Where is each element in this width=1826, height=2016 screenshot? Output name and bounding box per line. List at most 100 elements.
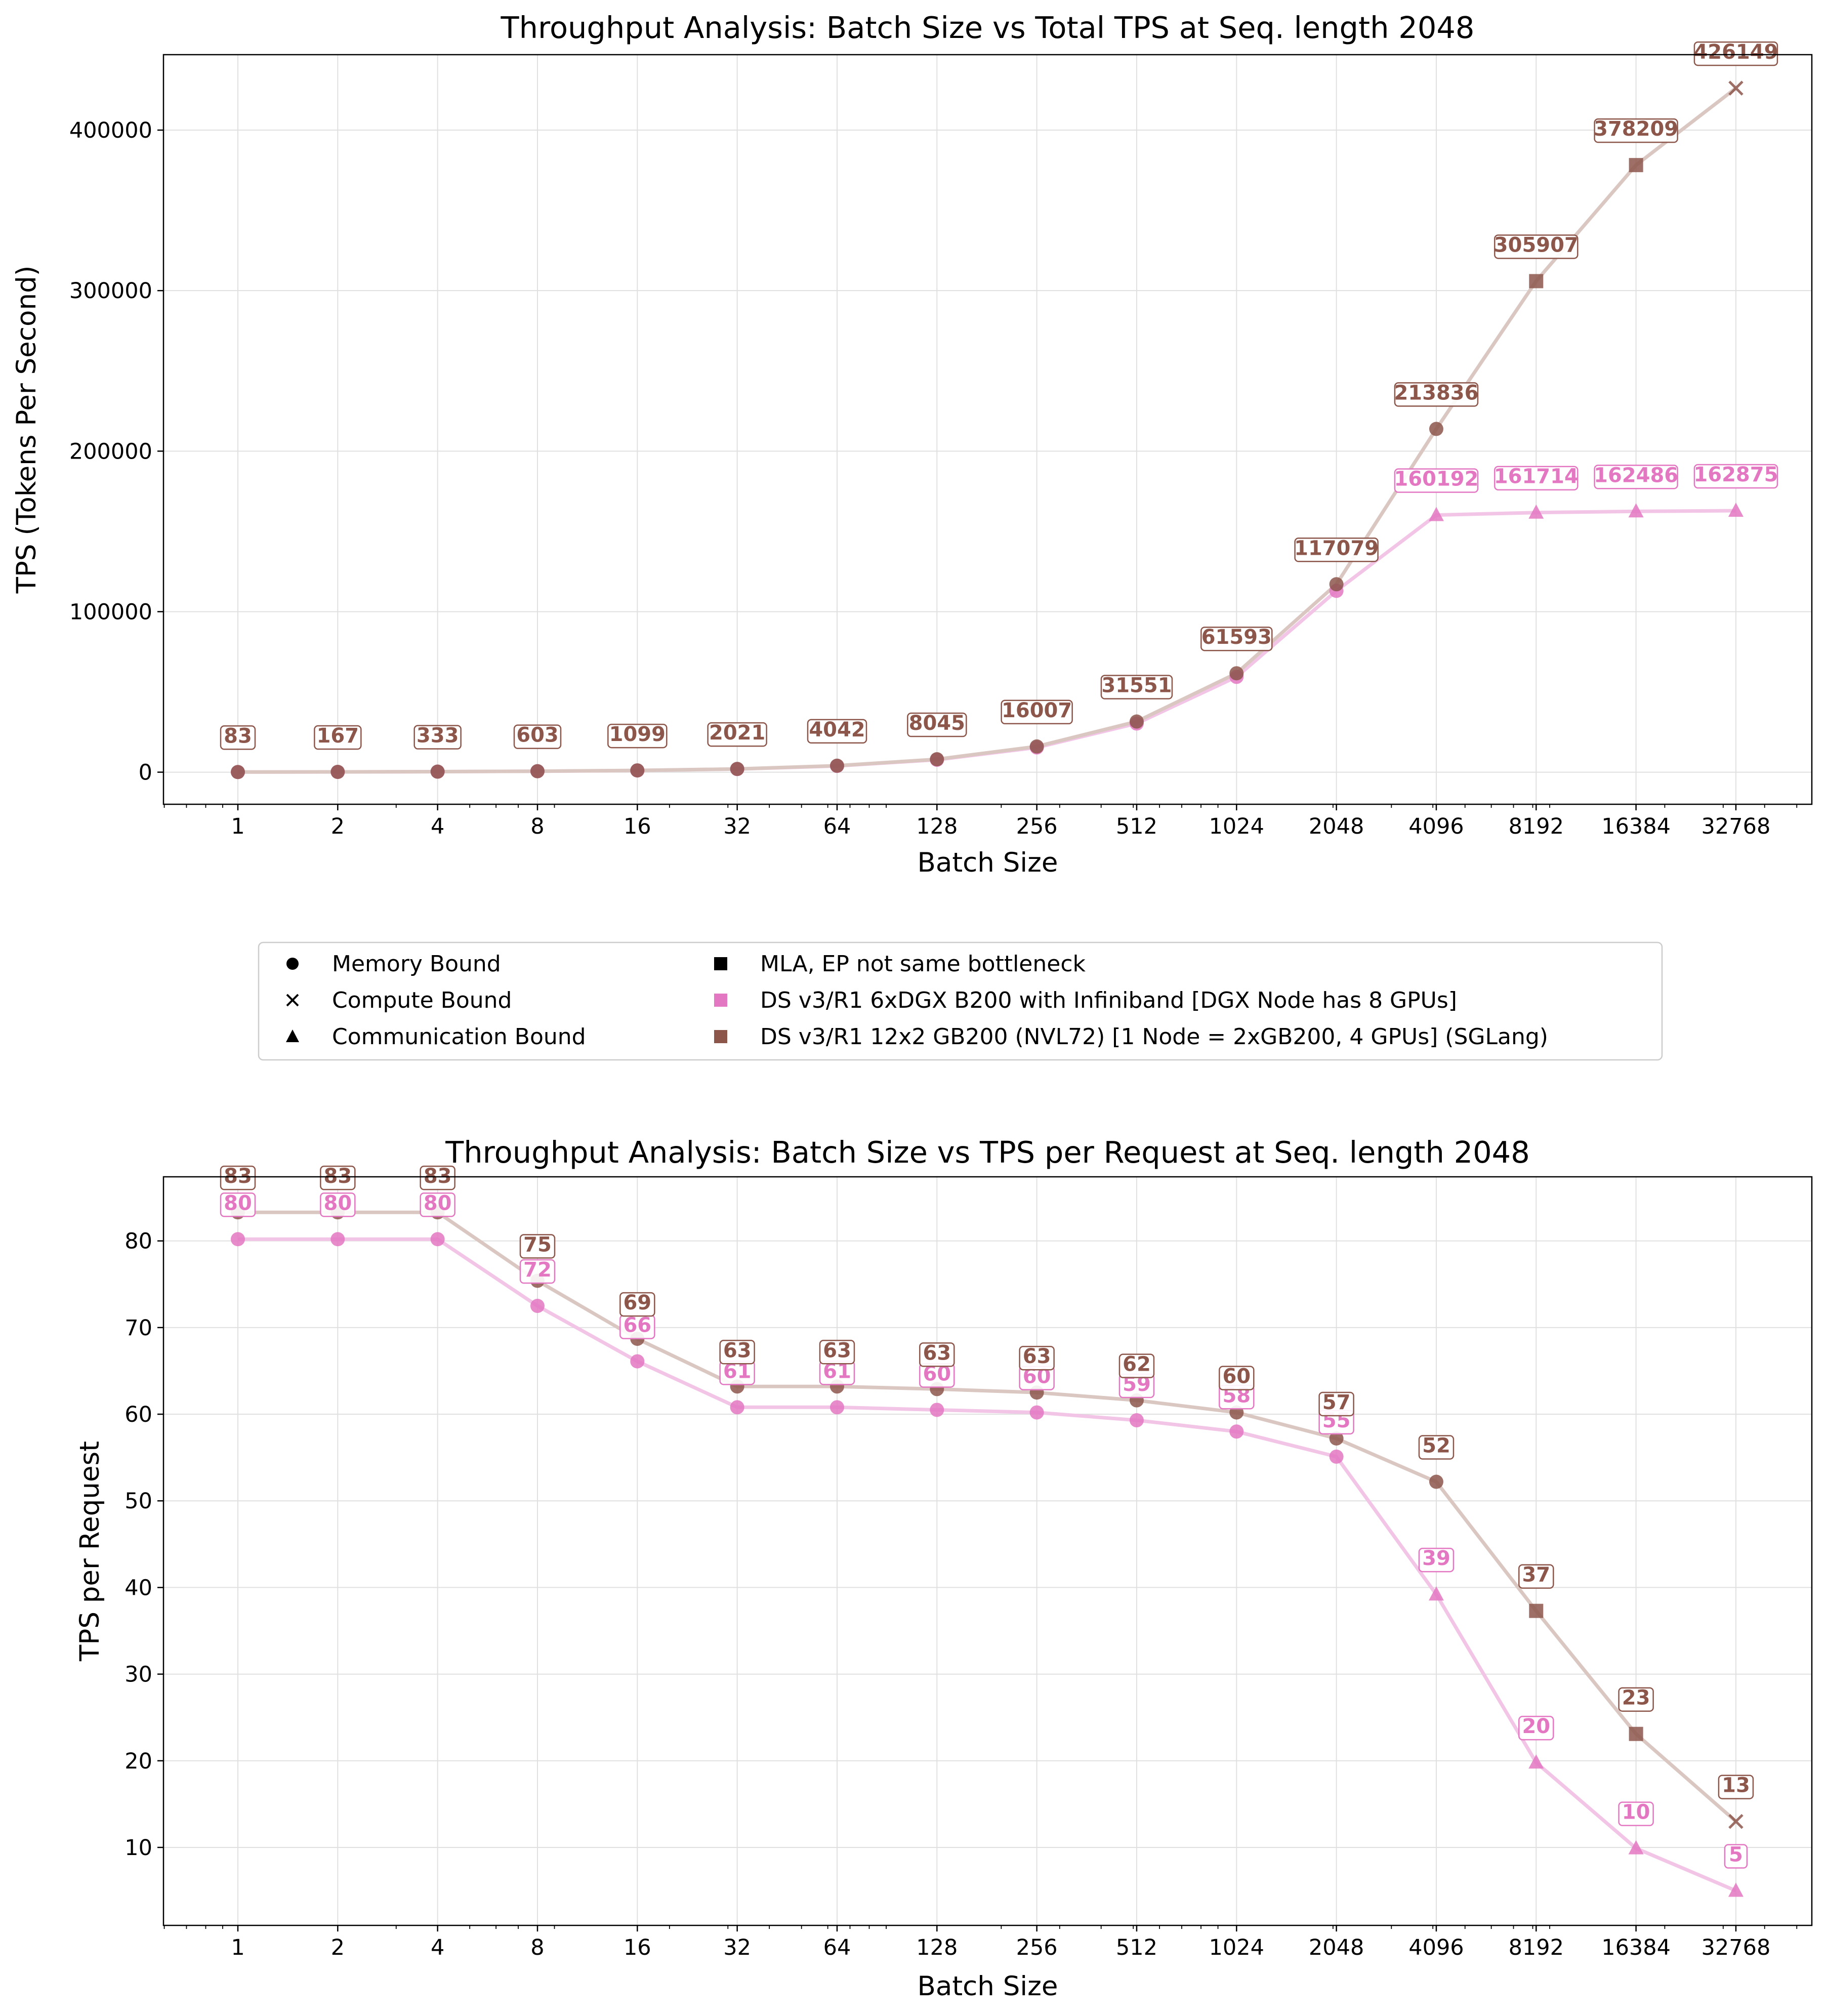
- point-memory-bound: [530, 1299, 545, 1313]
- point-communication-bound: [1728, 503, 1744, 517]
- x-tick-label: 512: [1116, 1935, 1157, 1960]
- data-label-box: [519, 1234, 556, 1259]
- data-label-box: [1200, 626, 1273, 651]
- data-label-box: [220, 1192, 256, 1217]
- data-label-box: [1594, 118, 1678, 143]
- series-line-0: [238, 1237, 1737, 1892]
- data-label-box: [1019, 1345, 1055, 1371]
- data-label: 1099: [609, 723, 666, 746]
- data-label: 603: [516, 724, 559, 747]
- point-communication-bound: [1528, 504, 1544, 519]
- point-communication-bound: [1628, 503, 1644, 518]
- data-label-box: [1118, 1353, 1155, 1378]
- x-tick-label: 1024: [1209, 814, 1264, 839]
- data-label: 10: [1622, 1801, 1650, 1824]
- data-label-box: [819, 1340, 855, 1365]
- data-label: 23: [1622, 1686, 1650, 1710]
- x-tick-label: 32768: [1702, 814, 1771, 839]
- data-label: 162875: [1693, 463, 1778, 486]
- x-tick-label: 256: [1016, 1935, 1058, 1960]
- x-tick-label: 64: [823, 814, 851, 839]
- data-label: 80: [424, 1191, 452, 1215]
- legend-label: Compute Bound: [332, 988, 512, 1013]
- data-label-box: [220, 725, 256, 750]
- x-tick-label: 32: [723, 1935, 751, 1960]
- data-label: 69: [623, 1291, 651, 1314]
- y-tick-label: 400000: [69, 118, 152, 143]
- data-label-box: [1518, 1564, 1554, 1589]
- x-tick-label: 4: [431, 814, 444, 839]
- point-memory-bound: [330, 765, 345, 779]
- x-tick-label: 8192: [1509, 814, 1564, 839]
- data-label: 117079: [1294, 537, 1379, 560]
- data-label-box: [1618, 1687, 1654, 1712]
- top-x-axis-label: Batch Size: [918, 847, 1058, 878]
- data-label-box: [420, 1165, 455, 1190]
- x-tick-label: 8192: [1509, 1935, 1564, 1960]
- data-label: 83: [224, 724, 252, 748]
- point-compute-bound: [1728, 1814, 1744, 1829]
- data-label: 162486: [1594, 464, 1678, 487]
- data-label: 37: [1522, 1564, 1550, 1587]
- data-label-box: [1394, 382, 1479, 407]
- point-memory-bound: [231, 1232, 245, 1247]
- point-communication-bound: [1528, 1754, 1544, 1769]
- data-label: 72: [523, 1258, 552, 1282]
- total-tps-chart: 160192 161714 162486 162875 83 167 333 603 1099 2…: [11, 10, 1813, 878]
- data-label: 2021: [709, 721, 765, 745]
- point-memory-bound: [1229, 666, 1244, 681]
- legend: Memory Bound Compute Bound Communication B…: [258, 941, 1663, 1061]
- point-memory-bound: [1129, 714, 1144, 729]
- data-label-box: [1394, 468, 1479, 493]
- legend-items: Memory Bound Compute Bound Communication B…: [286, 951, 1548, 1050]
- bottom-axes-frame: [162, 1176, 1813, 1926]
- point-communication-bound: [1428, 507, 1444, 521]
- point-memory-bound: [829, 758, 844, 773]
- data-label-box: [1418, 1435, 1455, 1460]
- data-label: 66: [623, 1314, 651, 1337]
- y-tick-label: 30: [124, 1662, 152, 1688]
- data-label: 426149: [1693, 40, 1778, 64]
- data-label: 161714: [1494, 465, 1579, 488]
- x-tick-label: 8: [530, 1935, 544, 1960]
- data-label: 75: [523, 1233, 552, 1256]
- point-mla-ep: [1529, 1603, 1544, 1618]
- data-label: 333: [417, 724, 459, 748]
- data-label-box: [1693, 41, 1778, 66]
- point-mla-ep: [1629, 1726, 1643, 1741]
- data-label-box: [707, 722, 767, 747]
- legend-label: Communication Bound: [332, 1024, 586, 1050]
- x-tick-label: 2: [331, 814, 345, 839]
- point-memory-bound: [1029, 739, 1044, 754]
- legend-triangle-marker: [286, 1030, 299, 1042]
- data-label-box: [420, 1192, 455, 1217]
- legend-label: DS v3/R1 6xDGX B200 with Infiniband [DGX…: [760, 988, 1457, 1013]
- point-memory-bound: [231, 765, 245, 779]
- data-label-box: [619, 1292, 655, 1317]
- data-label-box: [719, 1340, 755, 1365]
- x-tick-label: 16384: [1601, 1935, 1671, 1960]
- point-memory-bound: [630, 763, 645, 778]
- point-communication-bound: [1728, 1882, 1744, 1897]
- data-label: 39: [1422, 1547, 1450, 1570]
- top-data-labels: 160192 161714 162486 162875 83 167 333 603 1099 2…: [220, 40, 1778, 750]
- data-label-box: [919, 1342, 955, 1367]
- data-label: 4042: [809, 718, 865, 742]
- point-memory-bound: [1329, 577, 1344, 592]
- data-label-box: [907, 712, 967, 737]
- y-tick-label: 50: [124, 1489, 152, 1514]
- bottom-chart-title: Throughput Analysis: Batch Size vs TPS p…: [445, 1135, 1530, 1170]
- x-tick-label: 512: [1116, 814, 1157, 839]
- legend-box: [258, 941, 1663, 1061]
- x-tick-label: 2: [331, 1935, 345, 1960]
- data-label: 57: [1322, 1391, 1351, 1414]
- top-markers: [231, 80, 1744, 779]
- data-label: 63: [923, 1341, 951, 1365]
- point-memory-bound: [1329, 1449, 1344, 1464]
- legend-square-marker: [714, 1030, 727, 1043]
- data-label-box: [1001, 700, 1073, 725]
- data-label: 62: [1123, 1353, 1151, 1376]
- data-label: 213836: [1394, 381, 1478, 404]
- bottom-ticks: 1 2 4 8 16 32 64 128 256 512 1024 2048 4096 8192 16384…: [124, 1229, 1798, 1960]
